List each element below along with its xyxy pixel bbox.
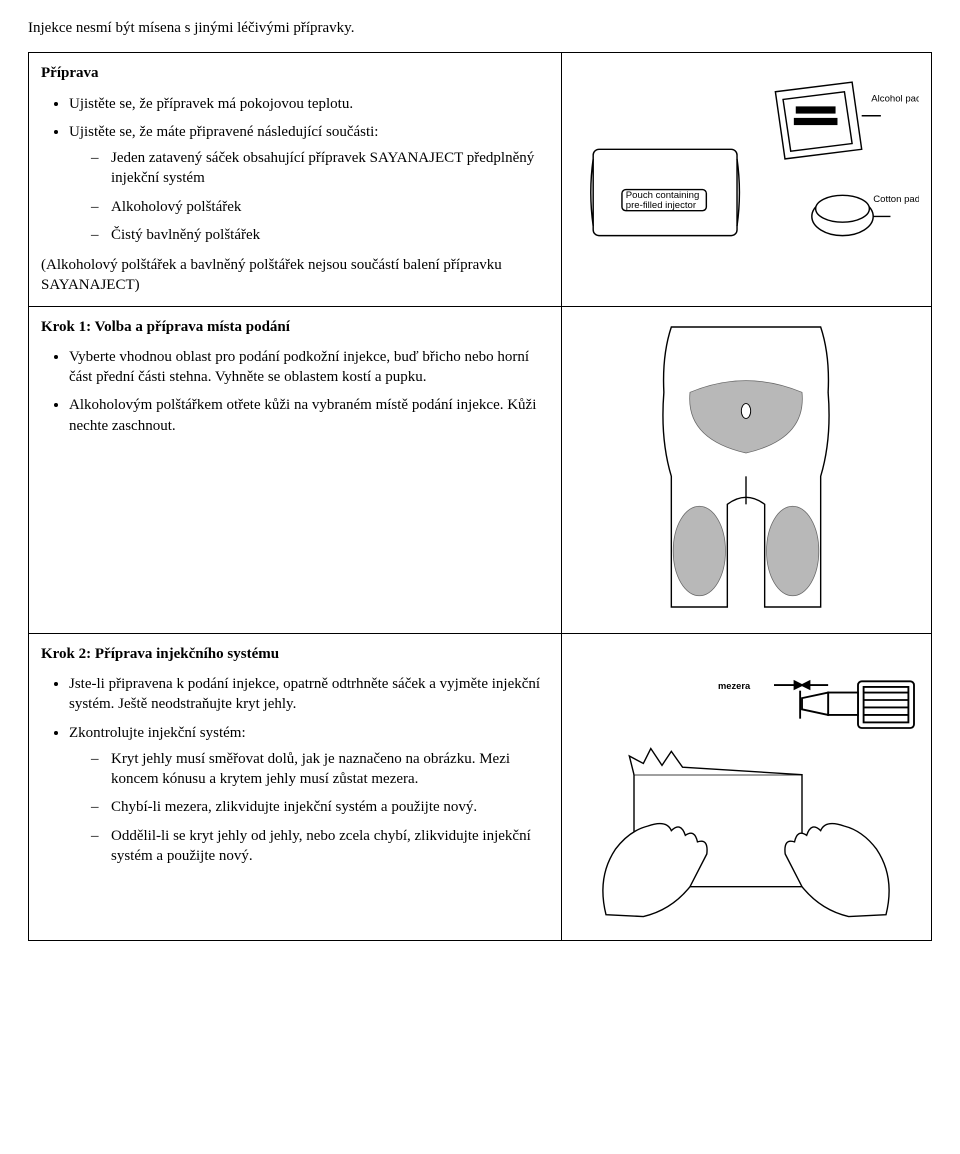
row1-paren: (Alkoholový polštářek a bavlněný polštář… [41, 255, 549, 296]
row2-text-cell: Krok 1: Volba a příprava místa podání Vy… [29, 306, 562, 633]
row3-dash-1: Chybí-li mezera, zlikvidujte injekční sy… [91, 797, 549, 817]
row3-bullet-1-text: Zkontrolujte injekční systém: [69, 725, 246, 741]
row3-bullets: Jste-li připravena k podání injekce, opa… [41, 674, 549, 866]
injector-diagram: mezera [576, 644, 916, 924]
row2-bullets: Vyberte vhodnou oblast pro podání podkož… [41, 347, 549, 436]
row2-heading: Krok 1: Volba a příprava místa podání [41, 317, 549, 337]
row3-dashes: Kryt jehly musí směřovat dolů, jak je na… [69, 749, 549, 866]
row1-dash-0: Jeden zatavený sáček obsahující příprave… [91, 148, 549, 189]
intro-text: Injekce nesmí být mísena s jinými léčivý… [28, 18, 932, 38]
row2-image-cell [561, 306, 931, 633]
mezera-label: mezera [718, 681, 751, 691]
row1-bullet-1-text: Ujistěte se, že máte připravené následuj… [69, 124, 378, 140]
row1-heading: Příprava [41, 63, 549, 83]
row3-bullet-0: Jste-li připravena k podání injekce, opa… [69, 674, 549, 715]
svg-text:pre-filled injector: pre-filled injector [626, 200, 697, 211]
row1-text-cell: Příprava Ujistěte se, že přípravek má po… [29, 53, 562, 306]
row1-bullets: Ujistěte se, že přípravek má pokojovou t… [41, 94, 549, 246]
row2-bullet-1: Alkoholovým polštářkem otřete kůži na vy… [69, 395, 549, 436]
row1-bullet-1: Ujistěte se, že máte připravené následuj… [69, 122, 549, 245]
row3-image-cell: mezera [561, 633, 931, 940]
body-diagram [606, 317, 886, 617]
row1-bullet-0: Ujistěte se, že přípravek má pokojovou t… [69, 94, 549, 114]
row2-bullet-0: Vyberte vhodnou oblast pro podání podkož… [69, 347, 549, 388]
row1-dashes: Jeden zatavený sáček obsahující příprave… [69, 148, 549, 245]
svg-text:Alcohol pad: Alcohol pad [871, 94, 919, 105]
row3-dash-2: Oddělil-li se kryt jehly od jehly, nebo … [91, 826, 549, 867]
instruction-table: Příprava Ujistěte se, že přípravek má po… [28, 52, 932, 941]
row3-heading: Krok 2: Příprava injekčního systému [41, 644, 549, 664]
row1-dash-1: Alkoholový polštářek [91, 197, 549, 217]
row3-bullet-1: Zkontrolujte injekční systém: Kryt jehly… [69, 723, 549, 867]
row3-dash-0: Kryt jehly musí směřovat dolů, jak je na… [91, 749, 549, 790]
row3-text-cell: Krok 2: Příprava injekčního systému Jste… [29, 633, 562, 940]
row1-dash-2: Čistý bavlněný polštářek [91, 225, 549, 245]
supplies-diagram: Pouch containing pre-filled injector Alc… [574, 63, 919, 274]
svg-text:Cotton pad: Cotton pad [873, 194, 919, 205]
row1-image-cell: Pouch containing pre-filled injector Alc… [561, 53, 931, 306]
